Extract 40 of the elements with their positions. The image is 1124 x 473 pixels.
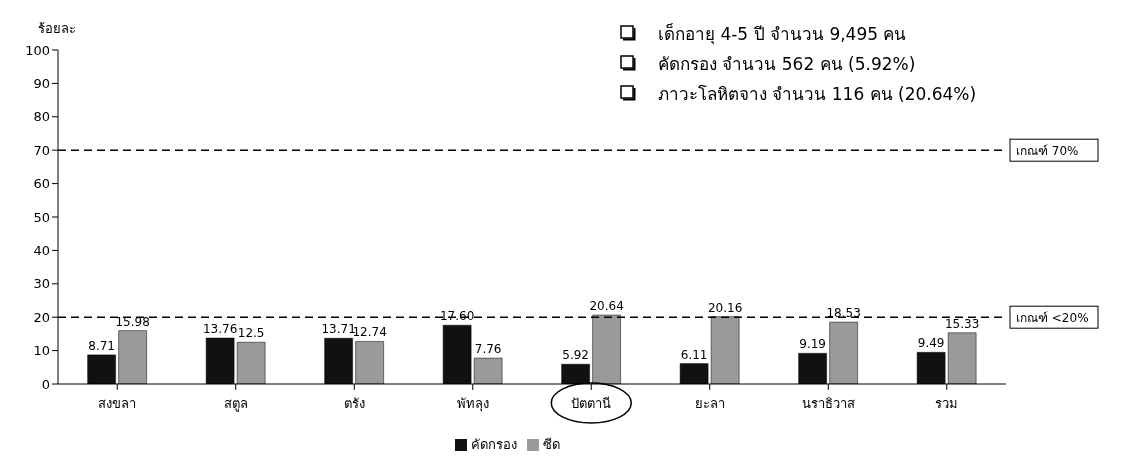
y-tick-label: 100 (25, 42, 50, 58)
y-tick-label: 0 (41, 376, 50, 392)
y-tick-label: 90 (33, 76, 50, 92)
y-tick-label: 80 (33, 109, 50, 125)
ref-line-label: เกณฑ์ <20% (1016, 311, 1089, 326)
data-label: 13.76 (202, 322, 238, 337)
data-label: 20.16 (707, 300, 743, 315)
data-label: 9.49 (917, 336, 945, 351)
data-label: 12.5 (237, 326, 265, 341)
data-label: 18.53 (826, 306, 861, 321)
data-label: 17.60 (439, 309, 475, 324)
x-tick-label: สตูล (223, 396, 248, 412)
x-tick-label: สงขลา (98, 396, 137, 411)
y-axis-title: ร้อยละ (38, 21, 76, 36)
x-tick-label: ปัตตานี (571, 396, 612, 411)
x-tick-label: รวม (935, 396, 959, 411)
y-tick-label: 30 (33, 276, 50, 292)
x-tick-label: ตรัง (343, 396, 365, 411)
data-label: 6.11 (680, 347, 708, 362)
data-label: 8.71 (88, 338, 115, 353)
y-tick-label: 60 (33, 176, 50, 192)
x-tick-label: พัทลุง (456, 396, 489, 412)
x-tick-label: ยะลา (694, 396, 725, 411)
y-tick-label: 50 (33, 209, 50, 225)
data-label: 5.92 (562, 348, 589, 363)
data-label: 20.64 (589, 299, 624, 314)
annotation: ภาวะโลหิตจาง จำนวน 116 คน (20.64%) (658, 82, 977, 106)
y-tick-label: 40 (33, 243, 50, 259)
y-tick-label: 10 (33, 343, 50, 359)
text: เด็กอายุ 4-5 ปี จำนวน 9,495 คน (658, 22, 907, 47)
y-tick-label: 20 (33, 309, 50, 325)
annotation: คัดกรอง จำนวน 562 คน (5.92%) (658, 52, 916, 76)
legend-label: คัดกรอง (470, 437, 517, 452)
data-label: 7.76 (474, 342, 502, 357)
legend-label: ซีด (542, 437, 560, 452)
x-tick-label: นราธิวาส (801, 396, 855, 411)
y-tick-label: 70 (33, 142, 50, 158)
data-label: 15.33 (944, 316, 980, 331)
ref-line-label: เกณฑ์ 70% (1016, 144, 1079, 159)
data-label: 9.19 (799, 337, 826, 352)
